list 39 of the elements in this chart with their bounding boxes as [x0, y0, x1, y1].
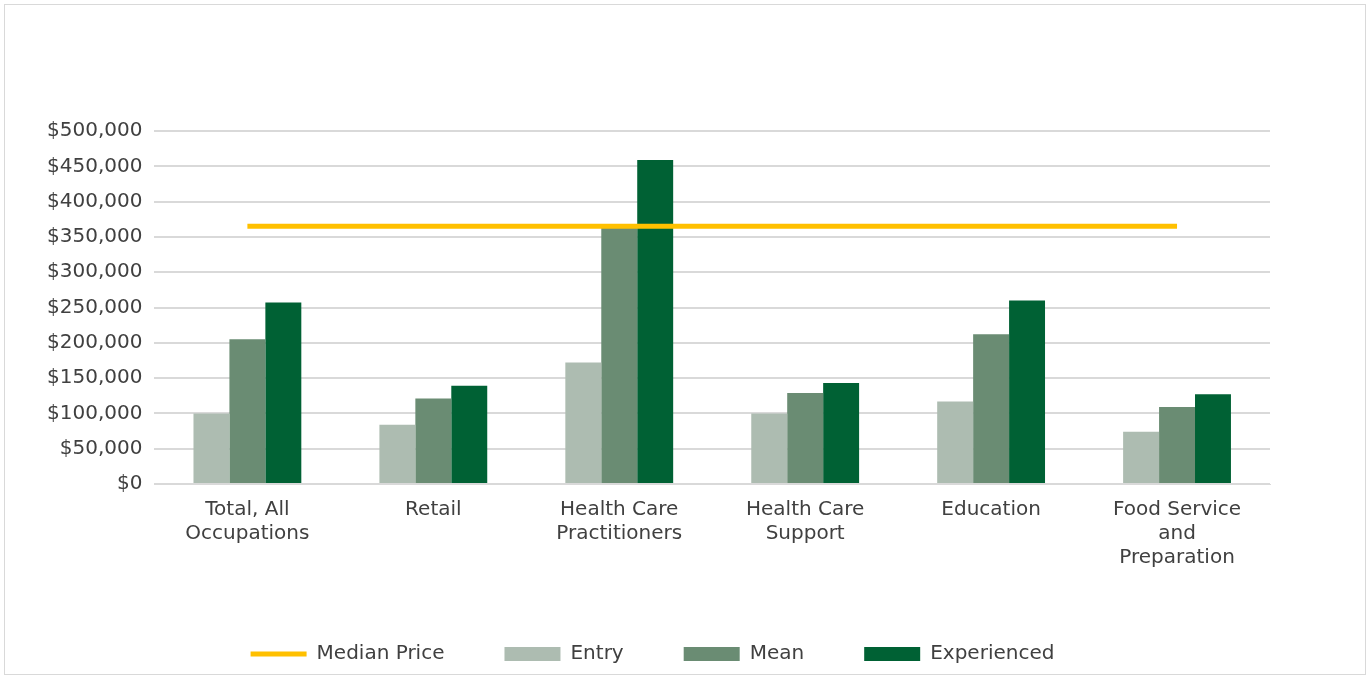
legend-label: Median Price [316, 640, 445, 665]
bar [1123, 431, 1160, 483]
x-tick-label: Retail [405, 496, 462, 521]
x-tick-label: Food Service and Preparation [1112, 496, 1242, 569]
bar [601, 227, 638, 483]
y-tick-label: $150,000 [46, 364, 143, 389]
bar [751, 413, 788, 483]
legend-label: Entry [570, 640, 624, 665]
y-tick-label: $50,000 [59, 434, 143, 459]
x-tick-label: Health Care Practitioners [556, 496, 683, 545]
legend-label: Mean [749, 640, 805, 665]
bar [823, 383, 860, 483]
bar [1195, 394, 1231, 483]
y-tick-label: $350,000 [46, 223, 143, 248]
bar [265, 302, 302, 483]
legend-label: Experienced [930, 640, 1055, 665]
x-tick-label: Health Care Support [746, 496, 865, 545]
y-tick-label: $400,000 [46, 187, 143, 212]
bar [1009, 300, 1046, 483]
bar [229, 339, 266, 483]
bar [415, 398, 452, 483]
y-tick-label: $100,000 [46, 399, 143, 424]
x-tick-label: Education [941, 496, 1041, 521]
bar [451, 385, 488, 483]
y-tick-label: $500,000 [46, 117, 143, 142]
y-tick-label: $200,000 [46, 329, 143, 353]
y-tick-label: $250,000 [46, 293, 143, 318]
y-tick-label: $300,000 [46, 258, 143, 283]
bar [787, 392, 824, 483]
y-tick-label: $450,000 [46, 152, 143, 177]
y-tick-label: $0 [116, 470, 143, 495]
bar [379, 424, 416, 483]
bar [565, 362, 602, 483]
bar [193, 413, 230, 483]
bar [937, 401, 974, 483]
bar [1159, 407, 1196, 483]
bar [973, 334, 1010, 483]
bar [637, 159, 674, 483]
x-tick-label: Total, All Occupations [185, 496, 310, 545]
